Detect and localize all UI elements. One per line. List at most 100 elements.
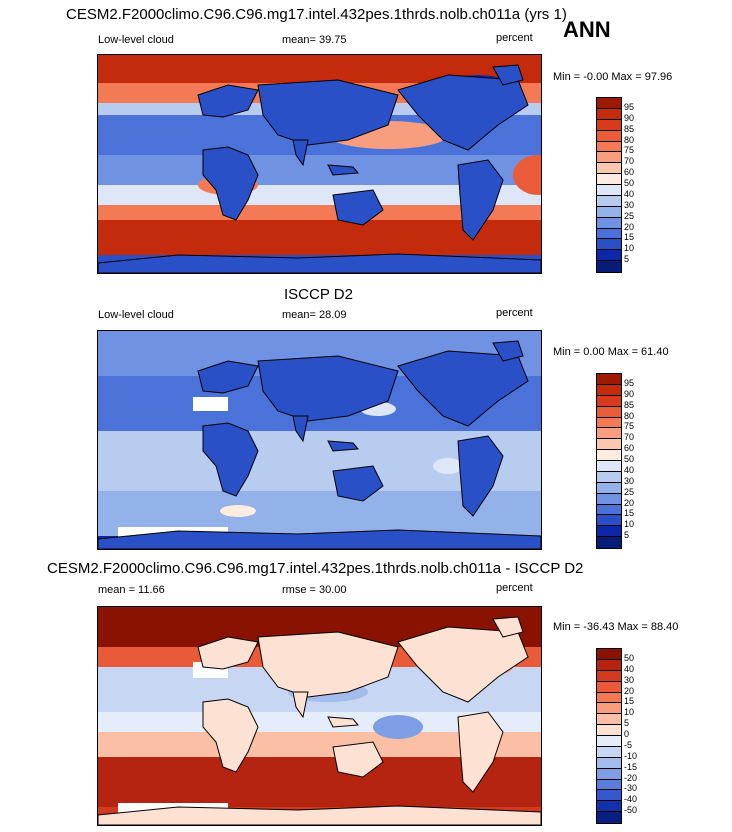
panel2-minmax-label: Min = 0.00 Max = 61.40 — [553, 346, 669, 358]
continent-outlines — [98, 616, 541, 825]
colorbar-swatch — [597, 681, 621, 693]
colorbar-tick-label: 15 — [624, 696, 635, 707]
colorbar-tick-label: 60 — [624, 167, 635, 178]
colorbar-tick-label: 70 — [624, 432, 635, 443]
colorbar-swatch — [597, 228, 621, 240]
colorbar-swatch — [597, 757, 621, 769]
colorbar-tick-label: 50 — [624, 652, 635, 663]
colorbar-tick-label: 90 — [624, 112, 635, 123]
colorbar-tick-label: 75 — [624, 421, 635, 432]
colorbar-swatch — [597, 670, 621, 682]
panel2-map — [97, 330, 542, 550]
colorbar-tick-label: 40 — [624, 188, 635, 199]
colorbar-swatch — [597, 482, 621, 494]
colorbar-tick-label: -10 — [624, 750, 638, 761]
panel2-mean-label: mean= 28.09 — [282, 309, 347, 321]
colorbar-swatch — [597, 384, 621, 396]
colorbar-tick-label: 15 — [624, 508, 635, 519]
colorbar-tick-label: 25 — [624, 210, 635, 221]
colorbar-tick-label: 50 — [624, 178, 635, 188]
panel3-map — [97, 606, 542, 826]
colorbar-tick-label: 20 — [624, 685, 635, 696]
colorbar-tick-label: 60 — [624, 443, 635, 454]
colorbar-tick-label: 85 — [624, 123, 635, 134]
colorbar-swatch — [597, 515, 621, 527]
colorbar-swatch — [597, 406, 621, 418]
colorbar-tick-label: 50 — [624, 454, 635, 464]
colorbar-tick-label: -50 — [624, 805, 638, 816]
colorbar-swatch — [597, 779, 621, 791]
colorbar-swatch — [597, 428, 621, 440]
colorbar-tick-label: 20 — [624, 497, 635, 508]
colorbar-swatch — [597, 736, 621, 747]
colorbar-tick-label: 80 — [624, 410, 635, 421]
colorbar-swatch — [597, 790, 621, 802]
panel3-units-label: percent — [496, 582, 533, 594]
continent-outlines — [98, 64, 541, 273]
colorbar-swatch — [597, 163, 621, 175]
colorbar-tick-label: 5 — [624, 530, 630, 541]
colorbar-swatch — [597, 261, 621, 272]
southeast-pacific-stratocumulus — [513, 155, 541, 195]
colorbar-swatch — [597, 812, 621, 823]
panel1-variable-label: Low-level cloud — [98, 34, 174, 46]
south-pacific-patch — [433, 458, 463, 474]
colorbar-swatch — [597, 195, 621, 207]
colorbar-swatch — [597, 725, 621, 736]
missing-data-tibet — [193, 397, 228, 411]
colorbar-tick-label: -40 — [624, 794, 638, 805]
colorbar-swatch — [597, 108, 621, 120]
colorbar-swatch — [597, 649, 621, 660]
panel2-variable-label: Low-level cloud — [98, 309, 174, 321]
colorbar-swatch — [597, 493, 621, 505]
colorbar-tick-label: 40 — [624, 464, 635, 475]
panel1-mean-label: mean= 39.75 — [282, 34, 347, 46]
colorbar-swatch — [597, 374, 621, 385]
panel1-minmax-label: Min = -0.00 Max = 97.96 — [553, 71, 673, 83]
colorbar-tick-label: 20 — [624, 221, 635, 232]
colorbar-tick-label: -5 — [624, 739, 633, 750]
south-mid-band — [98, 205, 541, 220]
colorbar-swatch — [597, 504, 621, 516]
colorbar-swatch — [597, 471, 621, 483]
colorbar-tick-label: 30 — [624, 199, 635, 210]
colorbar-swatch — [597, 746, 621, 758]
colorbar-swatch — [597, 217, 621, 229]
panel3-minmax-label: Min = -36.43 Max = 88.40 — [553, 621, 679, 633]
colorbar-tick-label: 85 — [624, 399, 635, 410]
colorbar-swatch — [597, 119, 621, 131]
panel1-colorbar — [596, 97, 622, 273]
colorbar-tick-label: 0 — [624, 729, 630, 739]
colorbar-tick-label: 40 — [624, 663, 635, 674]
colorbar-swatch — [597, 395, 621, 407]
colorbar-swatch — [597, 537, 621, 548]
colorbar-swatch — [597, 801, 621, 813]
colorbar-swatch — [597, 98, 621, 109]
colorbar-tick-label: 5 — [624, 254, 630, 265]
colorbar-swatch — [597, 692, 621, 704]
colorbar-swatch — [597, 659, 621, 671]
panel2-title: ISCCP D2 — [284, 286, 353, 303]
panel2-units-label: percent — [496, 307, 533, 319]
colorbar-swatch — [597, 152, 621, 164]
panel1-map — [97, 54, 542, 274]
colorbar-tick-label: 10 — [624, 243, 635, 254]
colorbar-tick-label: 80 — [624, 134, 635, 145]
panel1-units-label: percent — [496, 32, 533, 44]
colorbar-tick-label: 95 — [624, 101, 635, 112]
colorbar-swatch — [597, 461, 621, 472]
colorbar-swatch — [597, 130, 621, 142]
colorbar-tick-label: 30 — [624, 475, 635, 486]
colorbar-tick-label: 70 — [624, 156, 635, 167]
colorbar-tick-label: 5 — [624, 718, 630, 729]
panel3-rmse-label: rmse = 30.00 — [282, 584, 347, 596]
colorbar-tick-label: 25 — [624, 486, 635, 497]
panel2-colorbar — [596, 373, 622, 549]
colorbar-tick-label: -30 — [624, 783, 638, 794]
colorbar-swatch — [597, 141, 621, 153]
panel3-mean-label: mean = 11.66 — [98, 584, 165, 596]
colorbar-tick-label: 95 — [624, 377, 635, 388]
colorbar-swatch — [597, 526, 621, 538]
central-pacific-negative — [373, 715, 423, 739]
colorbar-tick-label: -20 — [624, 772, 638, 783]
